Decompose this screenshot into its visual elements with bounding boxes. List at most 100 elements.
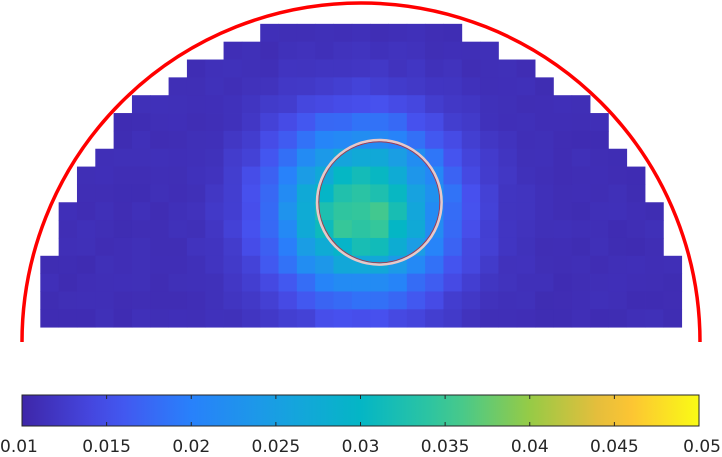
heatmap-cell (150, 113, 169, 132)
heatmap-cell (131, 237, 151, 257)
heatmap-cell (131, 291, 151, 310)
heatmap-cell (351, 166, 371, 185)
heatmap-cell (131, 184, 151, 203)
heatmap-cell (535, 255, 554, 275)
heatmap-cell (168, 309, 188, 328)
heatmap-cell (205, 95, 224, 114)
heatmap-cell (205, 220, 224, 239)
heatmap-cell (516, 237, 536, 257)
semicircle-outline (20, 1, 702, 343)
heatmap-cell (351, 59, 371, 78)
heatmap-cell (461, 237, 481, 257)
heatmap-cell (296, 184, 316, 203)
heatmap-cell (498, 59, 518, 78)
heatmap-cell (223, 130, 243, 150)
heatmap-cell (205, 255, 224, 275)
heatmap-cell (406, 41, 426, 60)
heatmap-cell (571, 148, 591, 167)
colorbar-tick-labels: 0.01 0.015 0.02 0.025 0.03 0.035 0.04 0.045 0.05 (0, 437, 721, 457)
heatmap-cell (480, 237, 499, 257)
heatmap-cell (461, 220, 481, 239)
heatmap-cell (296, 41, 316, 60)
heatmap-cell (461, 291, 481, 310)
heatmap-cell (315, 220, 334, 239)
heatmap-cell (406, 166, 426, 185)
heatmap-cell (406, 59, 426, 78)
heatmap-cell (553, 184, 573, 203)
heatmap-cell (370, 184, 389, 203)
inclusion-circle-inner-edge (318, 141, 441, 264)
heatmap-cell (461, 130, 481, 150)
heatmap-cell (278, 273, 298, 292)
heatmap-cell (498, 237, 518, 257)
heatmap-cell (223, 77, 243, 96)
heatmap-cell (131, 95, 151, 114)
heatmap-cell (516, 184, 536, 203)
heatmap-cell (590, 148, 609, 167)
heatmap-cell (150, 130, 169, 150)
heatmap-cell (370, 95, 389, 114)
heatmap-cell (480, 273, 499, 292)
heatmap-cell (535, 166, 554, 185)
heatmap-cell (516, 113, 536, 132)
heatmap-cell (498, 291, 518, 310)
heatmap-cell (186, 166, 206, 185)
heatmap-cell (406, 291, 426, 310)
colorbar-tick-label: 0.02 (172, 437, 210, 457)
heatmap-cell (443, 273, 463, 292)
heatmap-cell (480, 202, 499, 221)
heatmap-cell (443, 113, 463, 132)
heatmap-cell (168, 148, 188, 167)
heatmap-cell (241, 113, 261, 132)
heatmap-cell (278, 148, 298, 167)
heatmap-cell (76, 309, 96, 328)
heatmap-cell (461, 202, 481, 221)
heatmap-cell (95, 255, 115, 275)
heatmap-cell (296, 273, 316, 292)
heatmap-cell (186, 309, 206, 328)
heatmap-cell (443, 184, 463, 203)
heatmap-cell (223, 202, 243, 221)
heatmap-cell (278, 202, 298, 221)
heatmap-cell (351, 184, 371, 203)
heatmap-cell (351, 202, 371, 221)
heatmap-cell (205, 184, 224, 203)
heatmap-cell (480, 113, 499, 132)
heatmap-cell (645, 202, 664, 221)
heatmap-cell (241, 220, 261, 239)
heatmap-cell (76, 202, 96, 221)
heatmap-cell (260, 166, 279, 185)
heatmap-cell (205, 113, 224, 132)
heatmap-cell (333, 291, 353, 310)
heatmap-cell (626, 273, 646, 292)
heatmap-cell (131, 255, 151, 275)
heatmap-cell (388, 237, 408, 257)
heatmap-cell (388, 184, 408, 203)
heatmap-cell (186, 202, 206, 221)
heatmap-cell (241, 130, 261, 150)
heatmap-cell (480, 255, 499, 275)
heatmap-cell (95, 166, 115, 185)
heatmap-cell (406, 130, 426, 150)
heatmap-cell (76, 273, 96, 292)
heatmap-cell (76, 291, 96, 310)
heatmap-cell (315, 309, 334, 328)
heatmap-cell (571, 95, 591, 114)
heatmap-cell (461, 77, 481, 96)
heatmap-cell (553, 130, 573, 150)
heatmap-cell (223, 148, 243, 167)
heatmap-cell (480, 184, 499, 203)
heatmap-cell (388, 220, 408, 239)
heatmap-cell (150, 291, 169, 310)
heatmap-cell (333, 273, 353, 292)
heatmap-cell (388, 309, 408, 328)
heatmap-cell (296, 309, 316, 328)
heatmap-cell (351, 309, 371, 328)
heatmap-cell (168, 130, 188, 150)
heatmap-cell (571, 237, 591, 257)
heatmap-cell (388, 41, 408, 60)
heatmap-cell (370, 202, 389, 221)
colorbar-tick-label: 0.015 (82, 437, 131, 457)
heatmap-cell (498, 255, 518, 275)
heatmap-cell (315, 291, 334, 310)
